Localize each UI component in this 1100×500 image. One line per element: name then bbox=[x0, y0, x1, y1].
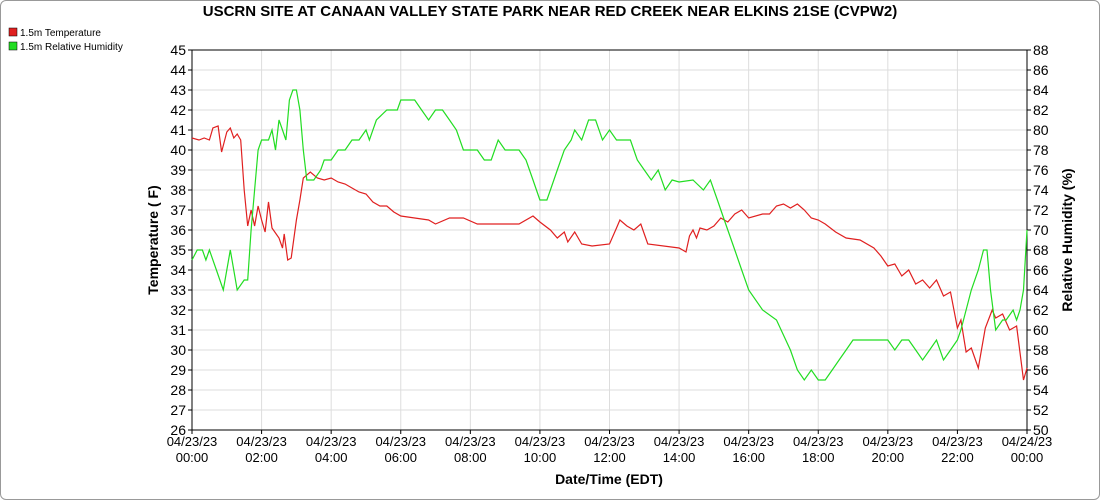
x-tick-label: 04/23/23 08:00 bbox=[445, 434, 496, 465]
x-tick-label: 04/24/23 00:00 bbox=[1002, 434, 1053, 465]
y-tick-label: 34 bbox=[170, 262, 186, 278]
x-tick-label: 04/23/23 02:00 bbox=[236, 434, 287, 465]
legend-label: 1.5m Relative Humidity bbox=[20, 42, 123, 53]
y-tick-label: 45 bbox=[170, 42, 186, 58]
legend-swatch bbox=[8, 27, 18, 37]
x-tick-label: 04/23/23 04:00 bbox=[306, 434, 357, 465]
chart-title: USCRN SITE AT CANAAN VALLEY STATE PARK N… bbox=[203, 3, 898, 20]
x-tick-label: 04/23/23 20:00 bbox=[863, 434, 914, 465]
y2-tick-label: 70 bbox=[1033, 222, 1049, 238]
y-axis-label: Temperature ( F) bbox=[145, 185, 161, 294]
y2-tick-label: 56 bbox=[1033, 362, 1049, 378]
y-tick-label: 41 bbox=[170, 122, 186, 138]
x-tick-label: 04/23/23 00:00 bbox=[167, 434, 218, 465]
y-tick-label: 38 bbox=[170, 182, 186, 198]
series-line bbox=[191, 89, 1028, 382]
y-tick-label: 30 bbox=[170, 342, 186, 358]
legend-swatch bbox=[8, 41, 18, 51]
x-axis-label: Date/Time (EDT) bbox=[555, 471, 663, 487]
x-tick-label: 04/23/23 14:00 bbox=[654, 434, 705, 465]
y2-tick-label: 74 bbox=[1033, 182, 1049, 198]
y2-tick-label: 72 bbox=[1033, 202, 1049, 218]
y2-tick-label: 50 bbox=[1033, 422, 1049, 438]
y2-tick-label: 86 bbox=[1033, 62, 1049, 78]
x-tick-label: 04/23/23 22:00 bbox=[932, 434, 983, 465]
y-tick-label: 32 bbox=[170, 302, 186, 318]
y-tick-label: 29 bbox=[170, 362, 186, 378]
y2-tick-label: 80 bbox=[1033, 122, 1049, 138]
x-tick-label: 04/23/23 12:00 bbox=[584, 434, 635, 465]
y2-tick-label: 60 bbox=[1033, 322, 1049, 338]
y2-tick-label: 64 bbox=[1033, 282, 1049, 298]
y2-tick-label: 76 bbox=[1033, 162, 1049, 178]
y2-tick-label: 54 bbox=[1033, 382, 1049, 398]
legend-label: 1.5m Temperature bbox=[20, 28, 101, 39]
y-tick-label: 44 bbox=[170, 62, 186, 78]
y2-tick-label: 66 bbox=[1033, 262, 1049, 278]
y-tick-label: 35 bbox=[170, 242, 186, 258]
y2-tick-label: 82 bbox=[1033, 102, 1049, 118]
y2-tick-label: 52 bbox=[1033, 402, 1049, 418]
y-tick-label: 31 bbox=[170, 322, 186, 338]
y-tick-label: 33 bbox=[170, 282, 186, 298]
x-tick-label: 04/23/23 06:00 bbox=[375, 434, 426, 465]
y2-tick-label: 68 bbox=[1033, 242, 1049, 258]
y2-tick-label: 62 bbox=[1033, 302, 1049, 318]
y-tick-label: 40 bbox=[170, 142, 186, 158]
y-tick-label: 26 bbox=[170, 422, 186, 438]
y-tick-label: 27 bbox=[170, 402, 186, 418]
x-tick-label: 04/23/23 10:00 bbox=[515, 434, 566, 465]
y2-axis-label: Relative Humidity (%) bbox=[1059, 168, 1075, 311]
y-tick-label: 43 bbox=[170, 82, 186, 98]
y-tick-label: 36 bbox=[170, 222, 186, 238]
y2-tick-label: 58 bbox=[1033, 342, 1049, 358]
y-tick-label: 39 bbox=[170, 162, 186, 178]
y2-tick-label: 84 bbox=[1033, 82, 1049, 98]
y-tick-label: 28 bbox=[170, 382, 186, 398]
x-tick-label: 04/23/23 16:00 bbox=[723, 434, 774, 465]
y2-tick-label: 88 bbox=[1033, 42, 1049, 58]
x-tick-label: 04/23/23 18:00 bbox=[793, 434, 844, 465]
y-tick-label: 42 bbox=[170, 102, 186, 118]
y-tick-label: 37 bbox=[170, 202, 186, 218]
y2-tick-label: 78 bbox=[1033, 142, 1049, 158]
series-line bbox=[191, 125, 1028, 381]
